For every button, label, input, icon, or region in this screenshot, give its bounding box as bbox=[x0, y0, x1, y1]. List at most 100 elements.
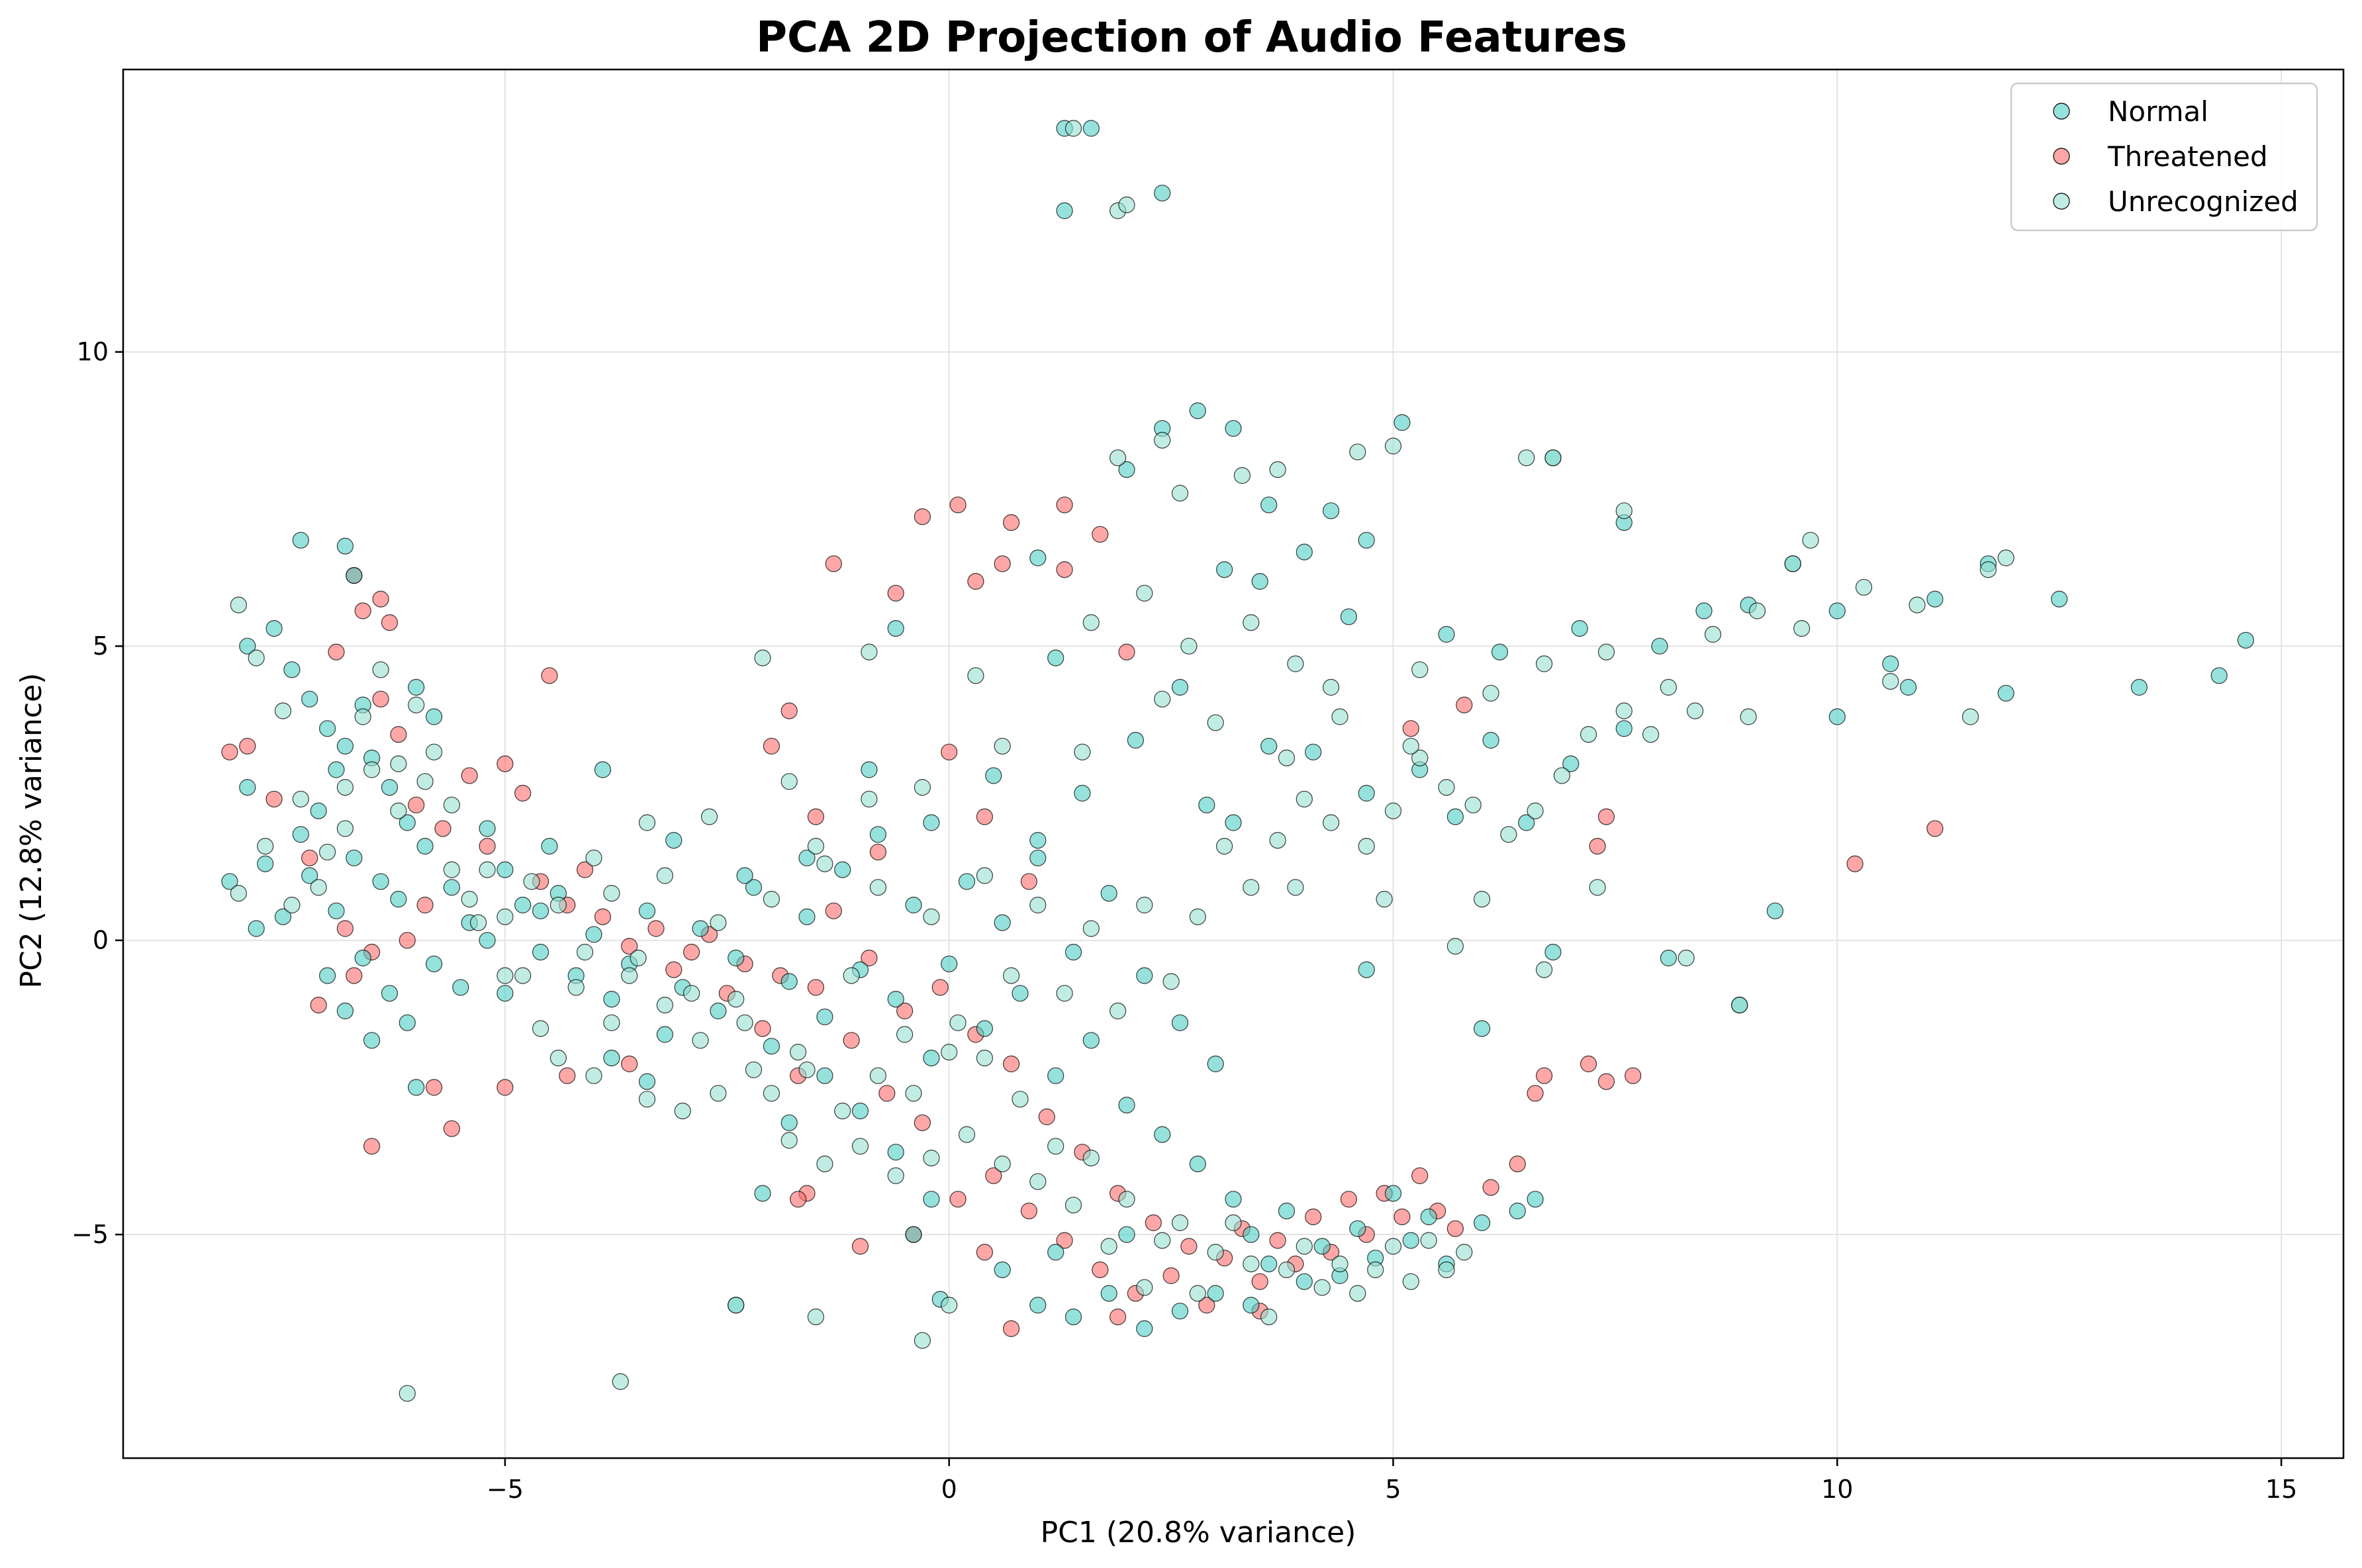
point-threatened bbox=[363, 1138, 381, 1155]
point-unrecognized bbox=[1278, 1261, 1296, 1279]
point-normal bbox=[941, 955, 958, 972]
point-threatened bbox=[861, 949, 878, 967]
point-threatened bbox=[434, 820, 451, 837]
point-threatened bbox=[1092, 1261, 1109, 1279]
point-unrecognized bbox=[1544, 449, 1562, 467]
point-normal bbox=[1029, 1297, 1047, 1314]
point-threatened bbox=[1597, 808, 1615, 825]
point-normal bbox=[1358, 961, 1375, 978]
point-normal bbox=[861, 761, 878, 778]
point-unrecognized bbox=[1029, 1173, 1047, 1190]
point-normal bbox=[1660, 949, 1677, 967]
point-normal bbox=[310, 802, 327, 819]
point-normal bbox=[496, 861, 514, 878]
point-unrecognized bbox=[1784, 555, 1801, 573]
point-normal bbox=[1394, 414, 1411, 432]
point-normal bbox=[603, 990, 620, 1008]
point-unrecognized bbox=[372, 661, 389, 678]
point-normal bbox=[1322, 502, 1340, 520]
point-unrecognized bbox=[1358, 837, 1375, 855]
point-normal bbox=[728, 949, 745, 967]
point-threatened bbox=[763, 737, 780, 755]
point-unrecognized bbox=[274, 702, 292, 719]
point-threatened bbox=[1482, 1179, 1499, 1196]
point-unrecognized bbox=[1402, 1273, 1419, 1290]
point-unrecognized bbox=[283, 896, 301, 914]
point-threatened bbox=[994, 555, 1011, 573]
point-unrecognized bbox=[1012, 1091, 1029, 1108]
point-normal bbox=[541, 837, 558, 855]
point-threatened bbox=[443, 1120, 461, 1137]
point-normal bbox=[1900, 678, 1917, 696]
point-unrecognized bbox=[1074, 743, 1091, 761]
point-unrecognized bbox=[336, 778, 354, 796]
point-normal bbox=[514, 896, 532, 914]
point-normal bbox=[2237, 631, 2254, 649]
point-unrecognized bbox=[1154, 432, 1171, 449]
point-normal bbox=[496, 985, 514, 1002]
point-normal bbox=[532, 902, 549, 919]
point-unrecognized bbox=[1154, 690, 1171, 708]
point-normal bbox=[390, 890, 407, 908]
point-normal bbox=[1118, 461, 1135, 479]
point-normal bbox=[1100, 1285, 1117, 1302]
point-normal bbox=[763, 1038, 780, 1055]
point-unrecognized bbox=[1269, 831, 1286, 849]
point-unrecognized bbox=[710, 914, 727, 931]
point-threatened bbox=[301, 849, 318, 866]
point-unrecognized bbox=[1456, 1244, 1473, 1261]
point-threatened bbox=[239, 737, 256, 755]
point-threatened bbox=[825, 555, 842, 573]
point-unrecognized bbox=[638, 1091, 656, 1108]
point-unrecognized bbox=[612, 1373, 629, 1390]
point-unrecognized bbox=[1269, 461, 1286, 479]
point-normal bbox=[381, 778, 399, 796]
point-normal bbox=[363, 1032, 381, 1049]
point-unrecognized bbox=[443, 861, 461, 878]
point-threatened bbox=[496, 1079, 514, 1096]
point-normal bbox=[399, 814, 416, 831]
point-threatened bbox=[1092, 526, 1109, 543]
point-normal bbox=[416, 837, 434, 855]
point-threatened bbox=[1527, 1085, 1544, 1102]
point-normal bbox=[1118, 1226, 1135, 1243]
point-normal bbox=[1064, 1308, 1082, 1326]
point-normal bbox=[1243, 1226, 1260, 1243]
point-threatened bbox=[949, 1191, 967, 1208]
point-unrecognized bbox=[1136, 896, 1153, 914]
x-tick-label: 15 bbox=[2265, 1475, 2297, 1504]
point-unrecognized bbox=[887, 1167, 904, 1184]
point-unrecognized bbox=[869, 1067, 887, 1084]
point-unrecognized bbox=[1296, 790, 1313, 807]
point-normal bbox=[816, 1067, 833, 1084]
point-threatened bbox=[408, 796, 425, 813]
point-unrecognized bbox=[1287, 655, 1304, 672]
point-unrecognized bbox=[630, 949, 647, 967]
point-unrecognized bbox=[1322, 814, 1340, 831]
x-tick-label: −5 bbox=[487, 1475, 524, 1504]
point-threatened bbox=[265, 790, 283, 807]
point-unrecognized bbox=[621, 967, 638, 984]
point-unrecognized bbox=[1287, 879, 1304, 896]
point-unrecognized bbox=[1189, 908, 1206, 925]
point-unrecognized bbox=[1118, 196, 1135, 214]
point-threatened bbox=[541, 667, 558, 684]
point-unrecognized bbox=[710, 1085, 727, 1102]
point-unrecognized bbox=[1677, 949, 1695, 967]
point-normal bbox=[1082, 120, 1100, 137]
point-unrecognized bbox=[851, 1138, 869, 1155]
point-unrecognized bbox=[905, 1085, 922, 1102]
point-unrecognized bbox=[230, 884, 247, 902]
point-unrecognized bbox=[479, 861, 496, 878]
point-unrecognized bbox=[1296, 1238, 1313, 1255]
point-unrecognized bbox=[1446, 937, 1464, 955]
point-normal bbox=[479, 820, 496, 837]
point-unrecognized bbox=[1171, 1214, 1189, 1232]
point-normal bbox=[292, 826, 309, 843]
point-threatened bbox=[1002, 1055, 1020, 1073]
point-threatened bbox=[328, 643, 345, 661]
point-normal bbox=[834, 861, 851, 878]
point-normal bbox=[1127, 731, 1145, 749]
point-normal bbox=[328, 902, 345, 919]
point-threatened bbox=[825, 902, 842, 919]
